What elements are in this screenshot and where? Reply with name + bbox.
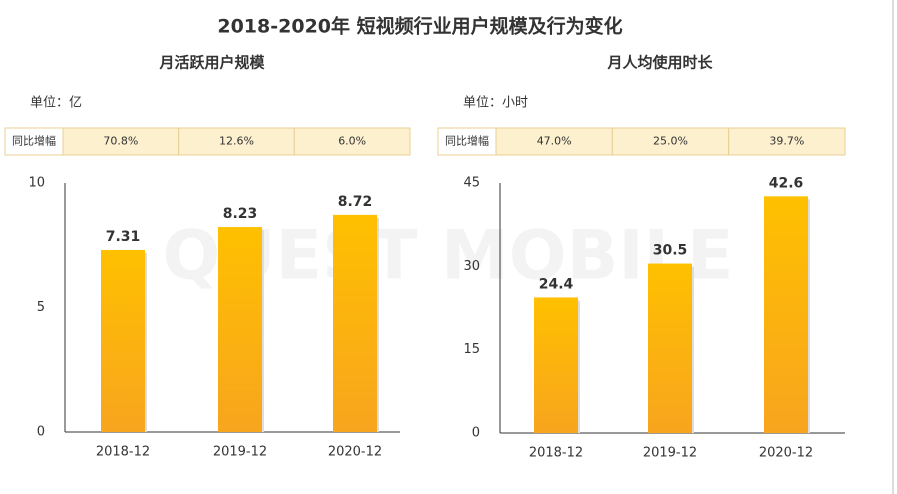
growth-value: 6.0% xyxy=(338,135,366,148)
growth-cell xyxy=(293,127,411,156)
chart-title: 月活跃用户规模 xyxy=(158,54,265,72)
y-tick-label: 0 xyxy=(37,425,45,440)
x-tick-label: 2018-12 xyxy=(529,446,583,461)
growth-value: 70.8% xyxy=(103,135,138,148)
data-label: 8.72 xyxy=(338,194,373,210)
y-tick-label: 10 xyxy=(28,176,45,191)
x-tick-label: 2020-12 xyxy=(328,445,382,460)
bar xyxy=(333,214,377,432)
bar xyxy=(764,196,808,433)
growth-cell xyxy=(62,127,180,156)
chart-title: 月人均使用时长 xyxy=(606,54,713,72)
x-tick-label: 2020-12 xyxy=(759,446,813,461)
bar xyxy=(648,263,692,433)
y-tick-label: 45 xyxy=(463,176,480,191)
x-tick-label: 2019-12 xyxy=(213,445,267,460)
unit-label: 单位：亿 xyxy=(30,96,82,111)
growth-cell xyxy=(728,127,846,156)
growth-label: 同比增幅 xyxy=(12,134,56,148)
growth-cell xyxy=(495,127,613,156)
bar xyxy=(534,297,578,433)
y-tick-label: 0 xyxy=(472,426,480,441)
growth-value: 25.0% xyxy=(653,135,688,148)
y-tick-label: 15 xyxy=(463,342,480,357)
data-label: 7.31 xyxy=(106,229,141,245)
growth-value: 12.6% xyxy=(219,135,254,148)
bar xyxy=(101,249,145,432)
bar xyxy=(218,227,262,432)
data-label: 8.23 xyxy=(223,206,258,222)
growth-value: 47.0% xyxy=(537,135,572,148)
x-tick-label: 2019-12 xyxy=(643,446,697,461)
y-tick-label: 5 xyxy=(37,300,45,315)
growth-cell xyxy=(178,127,295,156)
data-label: 42.6 xyxy=(769,175,804,191)
unit-label: 单位：小时 xyxy=(463,96,528,111)
data-label: 30.5 xyxy=(653,243,688,259)
x-tick-label: 2018-12 xyxy=(96,445,150,460)
data-label: 24.4 xyxy=(539,276,574,292)
main-title: 2018-2020年 短视频行业用户规模及行为变化 xyxy=(217,15,622,38)
y-tick-label: 30 xyxy=(463,259,480,274)
growth-value: 39.7% xyxy=(769,135,804,148)
growth-label: 同比增幅 xyxy=(445,134,489,148)
growth-label-cell xyxy=(4,127,64,156)
